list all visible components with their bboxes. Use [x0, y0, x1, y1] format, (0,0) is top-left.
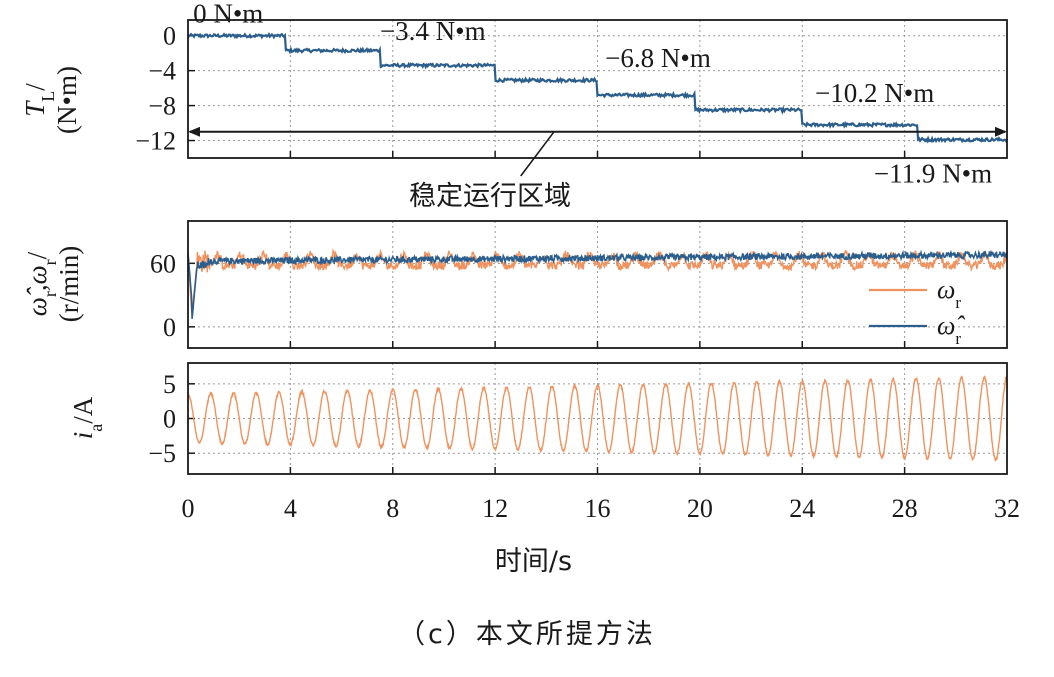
speed-frame: [187, 220, 1008, 349]
stable-region-leader-line: [520, 131, 555, 177]
torque-annotation-label: −3.4 N•m: [380, 16, 486, 46]
y-tick-label: 5: [163, 370, 176, 399]
torque-annotation-label: −11.9 N•m: [874, 158, 992, 188]
speed-ylabel-sub: r: [40, 291, 60, 297]
x-tick-label: 20: [687, 494, 713, 523]
torque-y-axis-label: TL/ (N•m): [20, 66, 82, 134]
speed-ylabel-mid: ,ω: [22, 265, 52, 291]
y-tick-label: −8: [148, 92, 176, 121]
stable-region-label: 稳定运行区域: [409, 181, 571, 212]
speed-panel: 600 ωr ω̂r ω̂r,ωr/ (r/min): [22, 220, 1008, 349]
x-tick-label: 32: [994, 494, 1020, 523]
speed-y-axis-label: ω̂r,ωr/ (r/min): [22, 246, 84, 322]
figure-caption: （c）本文所提方法: [398, 619, 656, 650]
current-ylabel-sub: a: [86, 424, 106, 432]
torque-frame: [187, 19, 1008, 159]
y-tick-label: −12: [135, 127, 176, 156]
x-tick-label: 16: [585, 494, 611, 523]
y-tick-label: 0: [163, 22, 176, 51]
svg-text:ω̂r,ωr/: ω̂r,ωr/: [22, 251, 60, 316]
x-tick-label: 4: [284, 494, 297, 523]
torque-ylabel-sub: L: [38, 91, 58, 102]
svg-text:TL/: TL/: [20, 83, 58, 117]
x-tick-label: 28: [892, 494, 918, 523]
time-x-ticks: 0 4 8 12 16 20 24 28 32: [182, 494, 1021, 523]
current-y-ticks: 5 0 −5: [148, 370, 176, 468]
torque-series-line: [187, 32, 1008, 144]
torque-annotation-label: −6.8 N•m: [605, 43, 711, 73]
time-x-axis-label: 时间/s: [495, 546, 572, 577]
y-tick-label: −5: [148, 439, 176, 468]
torque-annotations: 0 N•m −3.4 N•m −6.8 N•m −10.2 N•m −11.9 N•m: [193, 0, 992, 188]
torque-ylabel-rest: /: [20, 83, 50, 91]
speed-ylabel-unit: (r/min): [54, 246, 84, 322]
y-tick-label: 0: [163, 313, 176, 342]
svg-text:ia/A: ia/A: [68, 396, 106, 439]
speed-ylabel-sub2: r: [40, 259, 60, 265]
speed-ylabel-rest: /: [22, 251, 52, 259]
x-tick-label: 8: [386, 494, 399, 523]
current-y-axis-label: ia/A: [68, 396, 106, 439]
legend-estimated-label: ω̂r: [937, 311, 965, 348]
current-frame: [187, 362, 1008, 475]
current-series-line: [187, 375, 1008, 462]
x-tick-label: 0: [182, 494, 195, 523]
torque-annotation-label: −10.2 N•m: [815, 78, 934, 108]
speed-y-ticks: 60 0: [150, 249, 176, 342]
current-ylabel-main: i: [68, 432, 98, 440]
x-tick-label: 12: [482, 494, 508, 523]
y-tick-label: −4: [148, 57, 176, 86]
torque-panel: 0 −4 −8 −12 0 N•m −3.4 N•m −6.8 N•m −10.2 N•m −…: [20, 0, 1008, 212]
current-ylabel-rest: /A: [68, 396, 98, 424]
x-tick-label: 24: [789, 494, 815, 523]
y-tick-label: 0: [163, 405, 176, 434]
legend-actual-label: ωr: [937, 275, 961, 312]
torque-ylabel-unit: (N•m): [52, 66, 82, 134]
y-tick-label: 60: [150, 249, 176, 278]
torque-y-ticks: 0 −4 −8 −12: [135, 22, 176, 156]
speed-estimated-series-line: [187, 249, 1008, 319]
torque-annotation-label: 0 N•m: [193, 0, 263, 29]
speed-legend: ωr ω̂r: [869, 275, 965, 348]
speed-grid: [188, 221, 1007, 348]
current-grid: [188, 363, 1007, 474]
torque-ylabel-main: T: [20, 100, 50, 117]
current-panel: 50−5 0 4 8 12 16 20 24 28 32 ia/A 时间/s: [68, 362, 1021, 577]
